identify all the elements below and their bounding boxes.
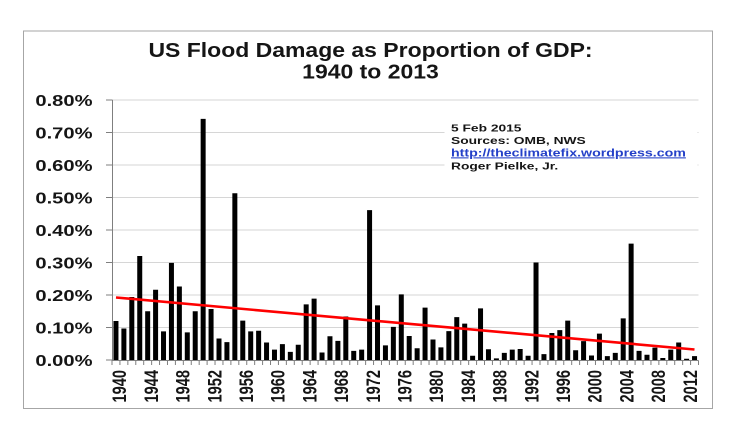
svg-text:1988: 1988 bbox=[490, 370, 511, 402]
svg-text:0.00%: 0.00% bbox=[35, 352, 92, 370]
svg-text:1948: 1948 bbox=[173, 370, 194, 402]
svg-text:http://theclimatefix.wordpress: http://theclimatefix.wordpress.com bbox=[451, 147, 686, 159]
svg-text:Sources: OMB, NWS: Sources: OMB, NWS bbox=[451, 135, 586, 147]
svg-text:0.70%: 0.70% bbox=[35, 124, 92, 142]
svg-text:0.40%: 0.40% bbox=[35, 222, 92, 240]
svg-text:2000: 2000 bbox=[585, 370, 606, 402]
svg-text:1952: 1952 bbox=[204, 370, 225, 402]
svg-text:1996: 1996 bbox=[553, 370, 574, 402]
svg-text:1980: 1980 bbox=[426, 370, 447, 402]
svg-text:1960: 1960 bbox=[268, 370, 289, 402]
svg-text:5 Feb 2015: 5 Feb 2015 bbox=[451, 122, 522, 134]
svg-text:2004: 2004 bbox=[617, 370, 638, 403]
svg-text:1956: 1956 bbox=[236, 370, 257, 402]
svg-text:2008: 2008 bbox=[648, 370, 669, 402]
svg-text:0.60%: 0.60% bbox=[35, 157, 92, 175]
svg-text:1940: 1940 bbox=[109, 370, 130, 402]
svg-text:2012: 2012 bbox=[680, 370, 701, 402]
svg-text:1968: 1968 bbox=[331, 370, 352, 402]
svg-text:0.50%: 0.50% bbox=[35, 189, 92, 207]
svg-text:1972: 1972 bbox=[363, 370, 384, 402]
svg-text:Roger Pielke, Jr.: Roger Pielke, Jr. bbox=[451, 160, 558, 172]
svg-text:1940 to 2013: 1940 to 2013 bbox=[302, 61, 439, 83]
svg-text:0.10%: 0.10% bbox=[35, 319, 92, 337]
svg-text:0.20%: 0.20% bbox=[35, 287, 92, 305]
svg-text:1984: 1984 bbox=[458, 370, 479, 403]
svg-text:0.80%: 0.80% bbox=[35, 92, 92, 110]
svg-text:1976: 1976 bbox=[395, 370, 416, 402]
svg-text:US Flood Damage as Proportion: US Flood Damage as Proportion of GDP: bbox=[148, 39, 592, 61]
svg-text:0.30%: 0.30% bbox=[35, 254, 92, 272]
svg-text:1992: 1992 bbox=[521, 370, 542, 402]
svg-text:1944: 1944 bbox=[141, 370, 162, 403]
svg-text:1964: 1964 bbox=[300, 370, 321, 403]
